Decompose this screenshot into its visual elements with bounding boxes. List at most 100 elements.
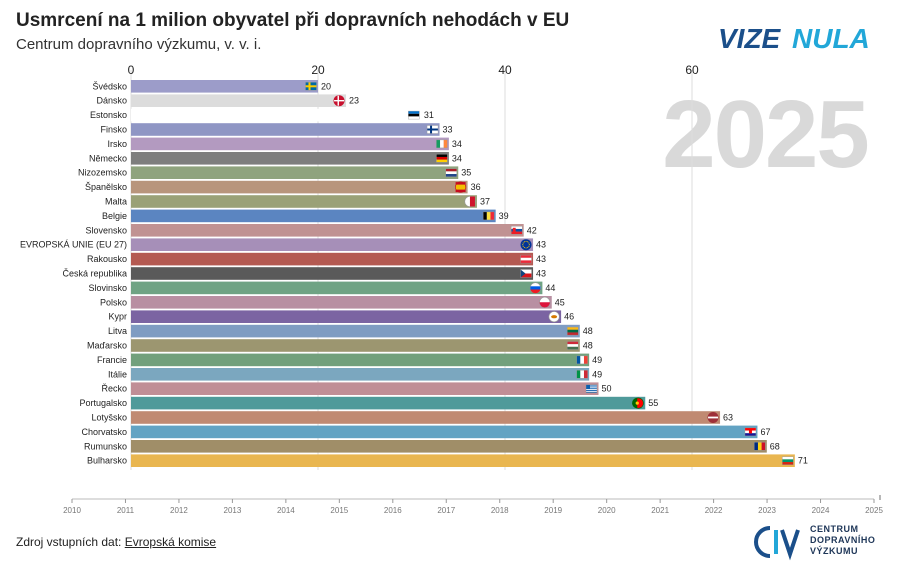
bar-nl: [131, 166, 459, 179]
flag-es-icon: [455, 181, 467, 193]
current-year-watermark: 2025: [662, 81, 870, 188]
bar-value: 63: [723, 413, 733, 423]
bar-row: Švédsko 20: [92, 80, 331, 93]
flag-nl-icon: [445, 168, 457, 177]
bar-row: Slovinsko 44: [88, 281, 555, 295]
flag-pt-icon: [632, 397, 644, 409]
bars: Švédsko 20 Dánsko 23 Estonsko 31 Finsko 33 Irsko…: [20, 80, 808, 467]
timeline-year-label: 2018: [491, 506, 509, 515]
x-axis-ticks: 0 20 40 60: [128, 63, 699, 77]
bar-it: [131, 368, 590, 381]
cdv-line-1: CENTRUM: [810, 524, 859, 534]
bar-gr: [131, 382, 599, 395]
flag-at-icon: [520, 254, 532, 264]
bar-value: 71: [798, 456, 808, 466]
cdv-line-3: VÝZKUMU: [810, 546, 858, 556]
timeline-year-label: 2014: [277, 506, 295, 515]
timeline-year-label: 2019: [544, 506, 562, 515]
source-note: Zdroj vstupních dat: Evropská komise: [16, 535, 216, 549]
bar-row: Francie 49: [97, 353, 602, 367]
cdv-line-2: DOPRAVNÍHO: [810, 535, 876, 545]
bar-label: Německo: [89, 153, 127, 163]
bar-value: 34: [452, 153, 462, 163]
bar-value: 37: [480, 197, 490, 207]
bar-row: Řecko 50: [101, 382, 612, 395]
flag-bg-icon: [782, 456, 794, 465]
bar-cz: [131, 267, 534, 280]
flag-lt-icon: [567, 326, 579, 336]
bar-label: Malta: [105, 197, 127, 207]
bar-value: 39: [499, 211, 509, 221]
timeline-year-label: 2025: [865, 506, 883, 515]
timeline-year-label: 2010: [63, 506, 81, 515]
timeline-year-label: 2011: [117, 506, 135, 515]
bar-es: [131, 180, 468, 194]
timeline-year-label: 2024: [812, 506, 830, 515]
bar-label: Irsko: [107, 139, 127, 149]
bar-row: Česká republika 43: [62, 267, 546, 280]
bar-value: 45: [555, 297, 565, 307]
bar-row: Slovensko 42: [85, 224, 537, 237]
chart-subtitle: Centrum dopravního výzkumu, v. v. i.: [16, 36, 262, 53]
bar-row: Belgie 39: [102, 209, 509, 223]
bar-label: Nizozemsko: [78, 168, 127, 178]
timeline-year-label: 2023: [758, 506, 776, 515]
bar-cy: [131, 310, 562, 323]
bar-value: 36: [471, 182, 481, 192]
flag-si-icon: [529, 282, 541, 294]
bar-row: Německo 34: [89, 152, 462, 165]
bar-hu: [131, 339, 580, 352]
bar-bg: [131, 454, 795, 467]
bar-row: Rakousko 43: [87, 252, 546, 266]
bar-value: 49: [592, 355, 602, 365]
bar-label: Slovinsko: [88, 283, 127, 293]
x-tick-label-40: 40: [498, 63, 512, 77]
bar-label: Portugalsko: [79, 398, 127, 408]
chart-title: Usmrcení na 1 milion obyvatel při doprav…: [16, 10, 570, 31]
bar-value: 31: [424, 110, 434, 120]
bar-label: Česká republika: [62, 269, 127, 279]
bar-row: Estonsko 31: [90, 108, 434, 122]
bar-value: 68: [770, 441, 780, 451]
bar-row: Dánsko 23: [96, 94, 359, 107]
bar-row: Itálie 49: [108, 368, 602, 381]
x-tick-label-60: 60: [685, 63, 699, 77]
bar-value: 67: [760, 427, 770, 437]
bar-fr: [131, 353, 590, 367]
bar-value: 44: [545, 283, 555, 293]
flag-gr-icon: [585, 384, 598, 393]
flag-hu-icon: [567, 341, 579, 350]
bar-label: Litva: [108, 326, 127, 336]
bar-de: [131, 152, 449, 165]
flag-eu-icon: [520, 239, 532, 251]
source-link[interactable]: Evropská komise: [124, 535, 217, 549]
timeline-year-label: 2020: [598, 506, 616, 515]
bar-value: 48: [583, 341, 593, 351]
flag-hr-icon: [744, 427, 757, 437]
flag-fr-icon: [576, 355, 588, 365]
flag-be-icon: [482, 211, 495, 221]
flag-ie-icon: [436, 139, 448, 149]
cdv-logo-text: CENTRUM DOPRAVNÍHO VÝZKUMU: [810, 524, 875, 557]
flag-fi-icon: [426, 125, 439, 134]
timeline-year-label: 2016: [384, 506, 402, 515]
bar-value: 49: [592, 369, 602, 379]
bar-row: Bulharsko 71: [87, 454, 808, 467]
bar-ro: [131, 440, 767, 453]
bar-label: Maďarsko: [87, 341, 127, 351]
flag-dk-icon: [333, 95, 345, 107]
bar-row: Nizozemsko 35: [78, 166, 471, 179]
bar-pt: [131, 396, 646, 410]
bar-row: Španělsko 36: [85, 180, 481, 194]
bar-mt: [131, 195, 477, 208]
timeline-year-label: 2013: [224, 506, 242, 515]
bar-row: Rumunsko 68: [84, 440, 780, 453]
bar-si: [131, 281, 543, 295]
flag-it-icon: [576, 370, 588, 379]
bar-row: Malta 37: [105, 195, 490, 208]
bar-row: EVROPSKÁ UNIE (EU 27) 43: [20, 238, 546, 251]
vize-nula-logo: VIZE NULA: [718, 23, 870, 54]
source-prefix: Zdroj vstupních dat:: [16, 535, 125, 549]
bar-row: Lotyšsko 63: [91, 411, 733, 424]
flag-sk-icon: [511, 226, 523, 235]
